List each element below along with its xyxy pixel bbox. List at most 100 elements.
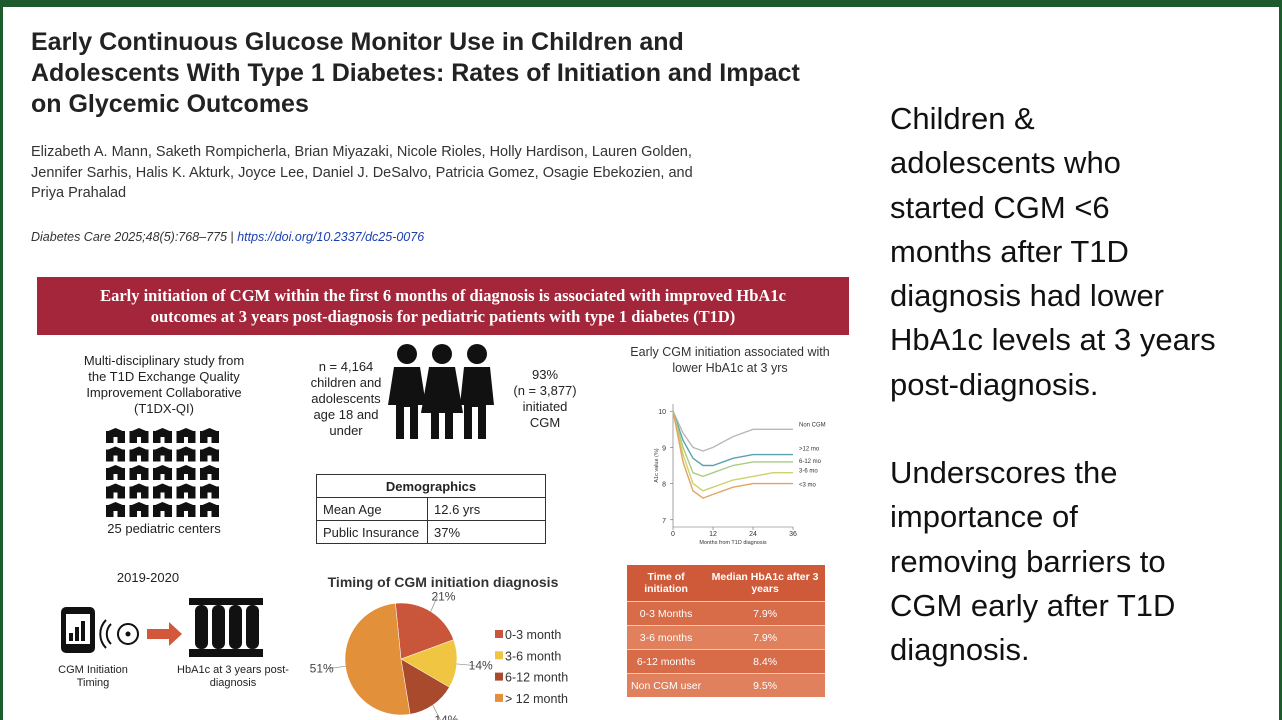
- building-door: [207, 455, 212, 462]
- header-cell: Time of initiation: [627, 565, 706, 602]
- text-line: (n = 3,877): [513, 383, 577, 398]
- pie-value-label: 21%: [431, 589, 455, 603]
- series-label: 6-12 mo: [799, 459, 822, 465]
- demographics-table: Demographics Mean Age 12.6 yrs Public Ins…: [316, 474, 546, 544]
- building-roof: [176, 428, 196, 432]
- building-door: [137, 511, 141, 517]
- building-roof: [200, 502, 219, 506]
- text-line: age 18 and: [313, 407, 379, 422]
- start-label: CGM Initiation Timing: [58, 664, 128, 689]
- x-axis-label: Months from T1D diagnosis: [699, 540, 766, 546]
- building-door: [137, 437, 141, 443]
- period-label: 2019-2020: [116, 570, 180, 585]
- y-tick-label: 7: [662, 518, 666, 525]
- legend-swatch: [495, 693, 503, 702]
- pie-slice: [344, 603, 411, 716]
- pie-chart: 21% 14% 14% 51% 0-3 month 3-6 month 6-12 month…: [310, 589, 568, 720]
- cell: 7.9%: [705, 601, 825, 626]
- text-line: Priya Prahalad: [31, 185, 127, 201]
- author-list: Elizabeth A. Mann, Saketh Rompicherla, B…: [31, 142, 693, 204]
- legend-label: 0-3 month: [505, 628, 561, 642]
- graphics-layer: 21% 14% 14% 51% 0-3 month 3-6 month 6-12 month…: [61, 344, 826, 720]
- pie-value-label: 51%: [310, 662, 334, 676]
- building-door: [137, 492, 141, 499]
- initiated-text: 93% (n = 3,877) initiated CGM: [503, 367, 587, 431]
- x-tick-label: 36: [789, 531, 797, 538]
- building-roof: [106, 428, 125, 432]
- building-door: [184, 455, 188, 462]
- building-door: [137, 455, 141, 462]
- legend-swatch: [495, 651, 503, 660]
- text-line: diagnosis had lower: [890, 278, 1165, 314]
- paragraph: Children & adolescents who started CGM <6 m…: [890, 97, 1216, 407]
- building-roof: [200, 465, 219, 469]
- cohort-text: n = 4,164 children and adolescents age 18 a…: [301, 359, 391, 439]
- y-tick-label: 10: [658, 409, 666, 416]
- building-door: [160, 437, 165, 443]
- cell: Mean Age: [316, 497, 428, 521]
- building-door: [160, 455, 165, 462]
- building-roof: [153, 483, 172, 488]
- x-tick-label: 24: [749, 531, 757, 538]
- series-label: 3-6 mo: [799, 469, 818, 475]
- building-door: [137, 474, 141, 480]
- x-tick-label: 0: [671, 531, 675, 538]
- building-door: [113, 437, 118, 443]
- building-roof: [176, 465, 196, 469]
- text-line: 93%: [531, 367, 559, 382]
- cell: 3-6 months: [627, 625, 706, 650]
- line-series: [672, 411, 793, 478]
- text-line: outcomes at 3 years post-diagnosis for p…: [150, 307, 736, 326]
- leader-line: [327, 665, 346, 670]
- doi-link[interactable]: https://doi.org/10.2337/dc25-0076: [237, 230, 425, 244]
- building-icons: [106, 428, 219, 517]
- building-door: [160, 492, 165, 499]
- text-line: Adolescents With Type 1 Diabetes: Rates …: [31, 59, 800, 87]
- building-door: [207, 492, 212, 499]
- building-roof: [153, 446, 172, 451]
- y-tick-label: 9: [662, 445, 666, 452]
- text-line: HbA1c levels at 3 years: [890, 322, 1216, 358]
- building-door: [207, 474, 212, 480]
- series-label: Non CGM: [799, 422, 826, 428]
- text-line: Jennifer Sarhis, Halis K. Akturk, Joyce …: [31, 164, 693, 181]
- text-line: removing barriers to: [890, 543, 1166, 579]
- building-roof: [200, 428, 219, 432]
- cell: 6-12 months: [627, 649, 706, 674]
- series-label: >12 mo: [799, 447, 820, 453]
- table-row: 3-6 months 7.9%: [627, 625, 825, 650]
- text-line: on Glycemic Outcomes: [31, 90, 309, 118]
- text-line: Underscores the: [890, 455, 1118, 491]
- text-line: Early Continuous Glucose Monitor Use in …: [31, 28, 684, 56]
- pie-value-label: 14%: [469, 659, 493, 673]
- line-series: [672, 411, 793, 492]
- pie-value-label: 14%: [434, 713, 458, 720]
- line-chart-title: Early CGM initiation associated with low…: [630, 345, 830, 375]
- text-line: post-diagnosis.: [890, 366, 1099, 402]
- text-line: CGM: [529, 415, 561, 430]
- building-door: [113, 492, 118, 499]
- text-line: months after T1D: [890, 233, 1129, 269]
- y-tick-label: 8: [662, 482, 666, 489]
- building-door: [160, 474, 165, 480]
- building-door: [184, 474, 188, 480]
- building-roof: [200, 446, 219, 451]
- table-row: Non CGM user 9.5%: [627, 673, 825, 697]
- text-line: initiated: [522, 399, 568, 414]
- text-line: adolescents who: [890, 145, 1121, 181]
- building-door: [184, 492, 188, 499]
- header-cell: Median HbA1c after 3 years: [705, 565, 825, 602]
- separator: |: [230, 230, 234, 244]
- leader-line: [432, 704, 441, 720]
- legend-label: > 12 month: [505, 692, 568, 706]
- text-line: Children &: [890, 101, 1035, 136]
- table-row: 6-12 months 8.4%: [627, 649, 825, 674]
- citation: Diabetes Care 2025;48(5):768–775 | https…: [31, 230, 424, 244]
- building-door: [160, 511, 165, 517]
- cell: Non CGM user: [627, 673, 706, 697]
- building-door: [113, 474, 118, 480]
- paper-title: Early Continuous Glucose Monitor Use in …: [31, 27, 800, 120]
- text-line: CGM early after T1D: [890, 587, 1176, 623]
- building-roof: [129, 483, 149, 488]
